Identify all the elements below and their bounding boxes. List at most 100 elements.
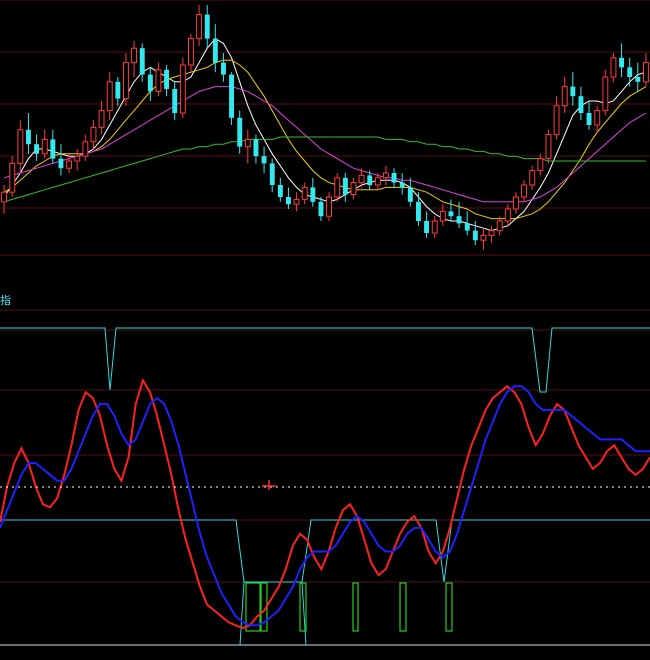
candle-78 bbox=[635, 62, 641, 92]
candle-58 bbox=[472, 221, 478, 245]
candle-41 bbox=[334, 173, 341, 202]
candle-body bbox=[416, 201, 421, 221]
candle-body bbox=[269, 163, 275, 185]
candle-64 bbox=[521, 180, 527, 202]
candle-body bbox=[90, 126, 97, 143]
oscillator-line-0 bbox=[0, 377, 650, 630]
candle-body bbox=[431, 220, 438, 234]
candle-body bbox=[407, 187, 413, 202]
candle-73 bbox=[594, 105, 601, 133]
candle-29 bbox=[237, 110, 243, 154]
candle-body bbox=[261, 156, 267, 164]
candle-body bbox=[66, 160, 72, 169]
candle-76 bbox=[619, 43, 624, 77]
candle-74 bbox=[602, 69, 609, 116]
candle-body bbox=[367, 175, 373, 185]
candle-67 bbox=[545, 129, 552, 164]
candle-20 bbox=[164, 65, 169, 97]
candle-body bbox=[82, 141, 89, 157]
candle-23 bbox=[188, 33, 194, 73]
candle-79 bbox=[643, 53, 649, 87]
candle-57 bbox=[464, 211, 470, 236]
candle-46 bbox=[374, 173, 381, 190]
candle-body bbox=[155, 69, 162, 92]
candle-50 bbox=[407, 177, 413, 207]
candle-31 bbox=[253, 134, 259, 164]
candle-body bbox=[212, 38, 218, 63]
candle-body bbox=[456, 216, 462, 224]
candle-body bbox=[464, 223, 470, 231]
candle-69 bbox=[561, 77, 568, 113]
candle-75 bbox=[610, 53, 617, 82]
candle-body bbox=[537, 158, 544, 172]
ma-line-ma5 bbox=[3, 37, 647, 232]
candlesticks bbox=[1, 5, 649, 250]
signal-bar-4 bbox=[399, 582, 407, 632]
candle-body bbox=[188, 38, 194, 66]
candle-66 bbox=[537, 153, 544, 176]
candle-68 bbox=[553, 96, 560, 140]
candle-22 bbox=[179, 57, 186, 118]
candle-19 bbox=[155, 62, 162, 97]
signal-bar-5 bbox=[445, 582, 453, 632]
candle-body bbox=[643, 62, 649, 83]
candle-body bbox=[147, 74, 153, 92]
candle-body bbox=[237, 117, 243, 147]
candle-body bbox=[123, 62, 129, 100]
candle-body bbox=[74, 155, 81, 162]
candle-body bbox=[115, 81, 121, 99]
signal-bar-2 bbox=[299, 582, 307, 632]
candle-body bbox=[448, 211, 454, 217]
candle-49 bbox=[399, 173, 405, 195]
candle-59 bbox=[480, 228, 487, 250]
candle-47 bbox=[383, 165, 389, 185]
candle-body bbox=[496, 220, 503, 232]
candle-32 bbox=[261, 146, 267, 173]
candle-body bbox=[358, 174, 365, 184]
candle-45 bbox=[367, 170, 373, 190]
candle-body bbox=[374, 177, 381, 186]
indicator-panel bbox=[0, 327, 650, 646]
signal-bar-3 bbox=[352, 582, 359, 632]
candle-12 bbox=[98, 101, 105, 135]
candle-65 bbox=[529, 165, 536, 190]
candle-body bbox=[504, 208, 511, 222]
envelope-lines bbox=[0, 327, 650, 646]
candle-body bbox=[561, 86, 568, 107]
candle-36 bbox=[293, 192, 300, 212]
candle-24 bbox=[196, 5, 203, 46]
candle-body bbox=[98, 110, 105, 128]
candle-1 bbox=[9, 156, 16, 197]
candle-body bbox=[513, 196, 519, 210]
candle-body bbox=[172, 89, 178, 113]
candle-40 bbox=[326, 192, 333, 221]
candle-body bbox=[521, 184, 527, 198]
candle-72 bbox=[586, 101, 592, 130]
candle-77 bbox=[627, 57, 633, 87]
ma-line-ma10 bbox=[3, 59, 647, 220]
candle-5 bbox=[41, 129, 48, 159]
candle-8 bbox=[66, 153, 72, 173]
candle-14 bbox=[115, 77, 121, 106]
candle-30 bbox=[244, 129, 251, 164]
candle-43 bbox=[350, 177, 357, 200]
candle-body bbox=[439, 210, 446, 222]
candle-60 bbox=[488, 225, 495, 243]
candle-body bbox=[350, 182, 357, 196]
candle-7 bbox=[58, 144, 64, 176]
candle-body bbox=[424, 221, 429, 233]
ma-line-ma20 bbox=[3, 86, 647, 203]
candle-body bbox=[334, 177, 341, 198]
candle-body bbox=[383, 172, 389, 179]
candle-18 bbox=[147, 67, 153, 101]
candle-3 bbox=[26, 113, 31, 154]
candle-55 bbox=[448, 199, 454, 221]
candle-body bbox=[326, 196, 333, 217]
candle-16 bbox=[131, 41, 138, 77]
candle-48 bbox=[391, 168, 397, 188]
candle-body bbox=[34, 144, 39, 154]
price-panel bbox=[1, 5, 649, 250]
candle-body bbox=[17, 129, 24, 164]
candle-body bbox=[310, 187, 316, 202]
candle-42 bbox=[342, 173, 348, 202]
